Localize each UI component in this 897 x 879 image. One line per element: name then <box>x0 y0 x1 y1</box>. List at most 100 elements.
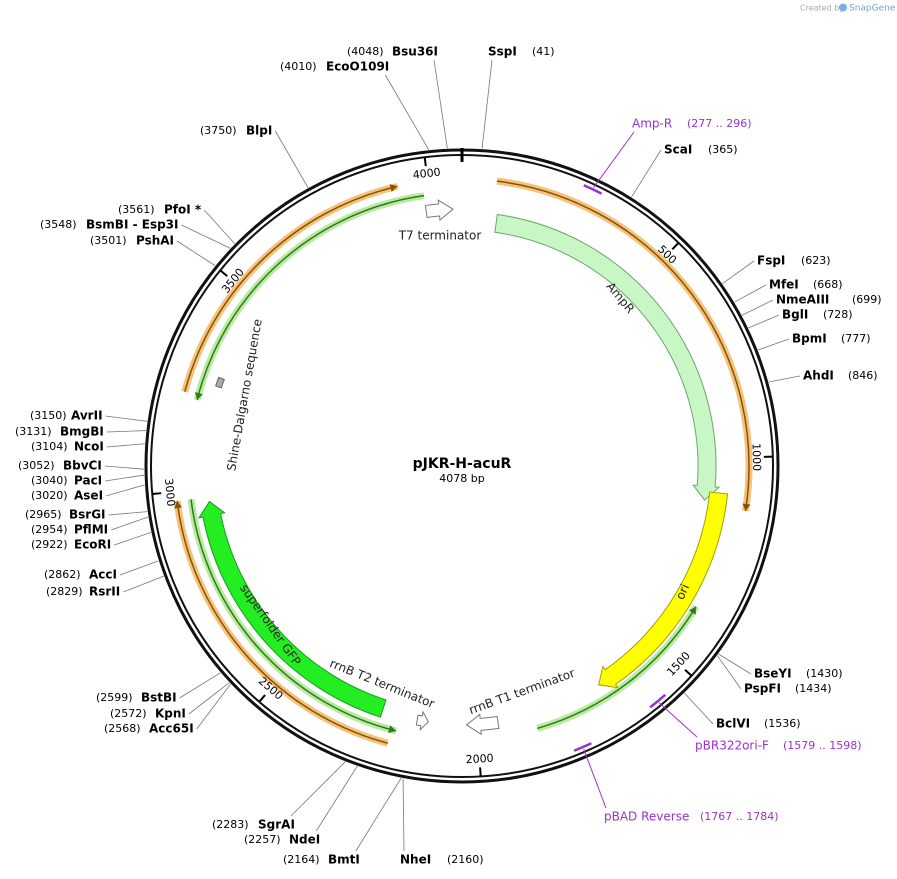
site-position: (3052) <box>18 459 55 472</box>
feature <box>598 491 729 689</box>
site-leader <box>179 672 221 699</box>
site-name: ScaI <box>664 143 692 157</box>
site-name: BpmI <box>792 332 827 346</box>
site-position: (1536) <box>764 717 801 730</box>
site-leader <box>718 653 752 675</box>
site-position: (2572) <box>110 707 147 720</box>
site-name: BglI <box>782 308 808 322</box>
site-name: BbvCI <box>63 459 102 473</box>
primer-leader <box>593 131 635 188</box>
orf-line <box>496 180 750 512</box>
site-name: SgrAI <box>258 818 295 832</box>
tick-mark <box>219 269 228 277</box>
site-leader <box>105 484 145 497</box>
site-position: (4010) <box>280 60 317 73</box>
site-name: AccI <box>89 568 117 582</box>
orf-line <box>537 606 697 730</box>
site-position: (3104) <box>31 440 68 453</box>
site-name: AhdI <box>803 369 834 383</box>
site-leader <box>768 375 801 383</box>
site-leader <box>274 130 309 188</box>
site-name: RsrII <box>89 585 120 599</box>
site-leader <box>106 430 146 433</box>
primer-mark <box>649 693 667 709</box>
feature <box>494 213 721 501</box>
site-name: NmeAIII <box>776 293 829 307</box>
site-leader <box>203 209 235 244</box>
site-name: BsrGI <box>69 508 106 522</box>
site-name: PacI <box>74 474 102 488</box>
site-leader <box>114 532 152 546</box>
orf-arrowhead <box>688 606 697 615</box>
site-leader <box>123 575 164 593</box>
site-name: BlpI <box>246 124 272 138</box>
feature <box>424 199 454 221</box>
orf-arrowhead <box>388 725 396 733</box>
site-position: (41) <box>532 45 555 58</box>
site-position: (2160) <box>447 853 484 866</box>
feature-label: ori <box>673 582 692 602</box>
site-leader <box>402 778 405 852</box>
feature-label: Shine-Dalgarno sequence <box>224 318 265 472</box>
site-leader <box>433 59 448 149</box>
tick-label: 1000 <box>749 443 763 471</box>
site-position: (699) <box>852 293 882 306</box>
site-position: (623) <box>801 254 831 267</box>
site-leader <box>684 692 714 725</box>
site-position: (3150) <box>30 409 67 422</box>
feature <box>415 710 429 732</box>
tick-mark <box>684 668 693 677</box>
site-position: (3750) <box>200 124 237 137</box>
feature <box>465 713 500 736</box>
site-name: BsmBI - Esp3I <box>86 218 178 232</box>
site-leader <box>176 240 216 266</box>
site-name: NdeI <box>289 833 320 847</box>
site-name: EcoO109I <box>326 60 389 74</box>
orf-line <box>176 500 388 744</box>
site-position: (3501) <box>90 234 127 247</box>
site-position: (3548) <box>40 218 77 231</box>
tick-mark <box>479 767 482 777</box>
site-position: (2829) <box>46 585 83 598</box>
site-position: (3561) <box>118 203 155 216</box>
plasmid-name: pJKR-H-acuR <box>413 456 512 472</box>
site-leader <box>716 655 742 690</box>
primer-name: pBR322ori-F <box>695 739 769 753</box>
tick-mark <box>258 694 266 703</box>
site-leader <box>119 560 159 576</box>
site-position: (668) <box>813 278 843 291</box>
site-leader <box>734 284 767 303</box>
site-leader <box>105 474 145 482</box>
tick-mark <box>423 157 427 167</box>
orf-arrowhead <box>174 500 183 509</box>
site-position: (365) <box>708 143 738 156</box>
primer-mark <box>573 742 592 752</box>
feature-label: T7 terminator <box>398 229 482 243</box>
site-name: EcoRI <box>74 538 111 552</box>
site-name: PflMI <box>74 523 108 537</box>
site-name: NheI <box>400 853 431 867</box>
site-leader <box>315 766 358 832</box>
site-position: (2568) <box>104 722 141 735</box>
site-leader <box>290 761 346 817</box>
feature <box>215 376 225 389</box>
site-position: (3020) <box>31 489 68 502</box>
site-name: BstBI <box>141 691 177 705</box>
site-leader <box>104 465 145 470</box>
logo <box>839 3 847 12</box>
site-position: (2954) <box>31 523 68 536</box>
site-leader <box>181 224 231 249</box>
orf-arrowhead <box>195 392 203 400</box>
tick-label: 2000 <box>465 752 494 767</box>
site-leader <box>105 415 148 422</box>
site-position: (2283) <box>212 818 249 831</box>
site-leader <box>722 260 755 284</box>
credit-prefix: Created by <box>800 4 844 13</box>
site-position: (2599) <box>96 691 133 704</box>
site-position: (777) <box>841 332 871 345</box>
site-position: (846) <box>848 369 878 382</box>
site-name: BclVI <box>716 717 750 731</box>
site-position: (2257) <box>244 833 281 846</box>
plasmid-length: 4078 bp <box>439 472 484 485</box>
site-position: (3131) <box>15 425 52 438</box>
